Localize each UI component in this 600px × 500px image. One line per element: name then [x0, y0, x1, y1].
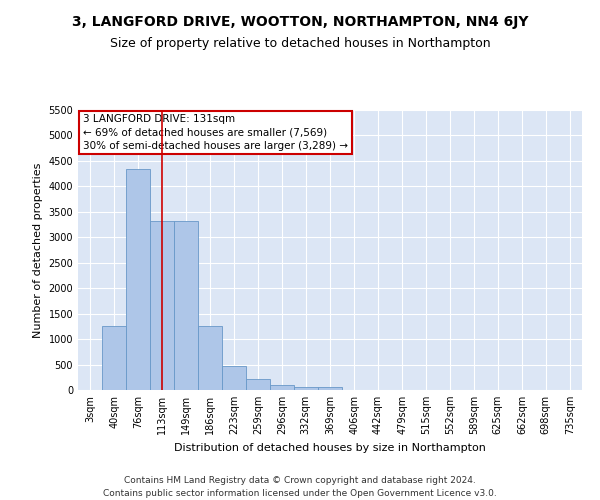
Text: Size of property relative to detached houses in Northampton: Size of property relative to detached ho… [110, 38, 490, 51]
Text: 3, LANGFORD DRIVE, WOOTTON, NORTHAMPTON, NN4 6JY: 3, LANGFORD DRIVE, WOOTTON, NORTHAMPTON,… [72, 15, 528, 29]
Text: Contains HM Land Registry data © Crown copyright and database right 2024.
Contai: Contains HM Land Registry data © Crown c… [103, 476, 497, 498]
Bar [318, 387, 342, 390]
Bar [246, 380, 270, 390]
Bar [174, 222, 198, 390]
Bar [294, 387, 318, 390]
Bar [198, 326, 222, 390]
Y-axis label: Number of detached properties: Number of detached properties [33, 162, 43, 338]
Text: 3 LANGFORD DRIVE: 131sqm
← 69% of detached houses are smaller (7,569)
30% of sem: 3 LANGFORD DRIVE: 131sqm ← 69% of detach… [83, 114, 348, 150]
Bar [270, 386, 294, 390]
Bar [103, 326, 127, 390]
Bar [223, 366, 246, 390]
X-axis label: Distribution of detached houses by size in Northampton: Distribution of detached houses by size … [174, 442, 486, 452]
Bar [126, 169, 150, 390]
Bar [150, 222, 174, 390]
